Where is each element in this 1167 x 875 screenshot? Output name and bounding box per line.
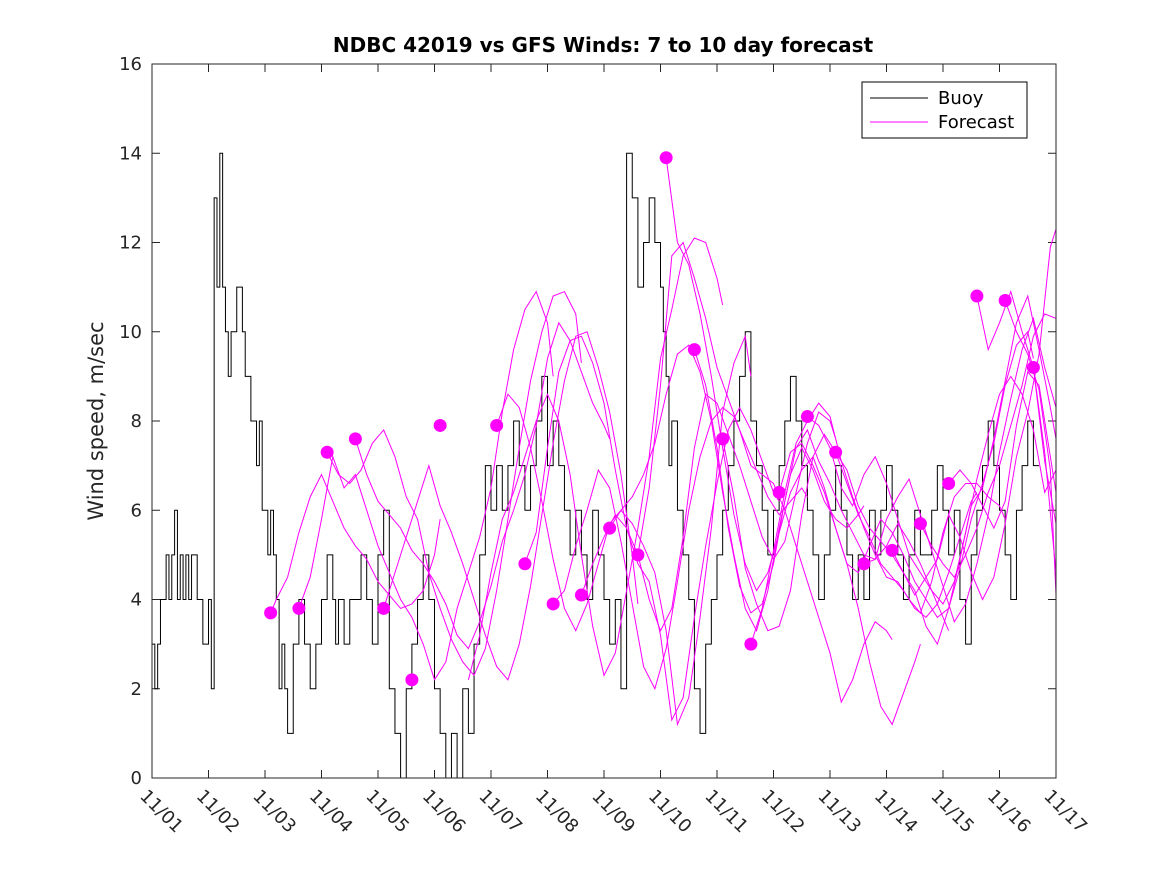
forecast-series-line xyxy=(298,290,554,682)
y-tick-label: 14 xyxy=(119,143,142,164)
forecast-series-line xyxy=(863,316,1056,623)
forecast-series-line xyxy=(467,237,724,680)
forecast-start-marker xyxy=(433,418,447,432)
forecast-start-marker xyxy=(546,597,560,611)
y-tick-label: 10 xyxy=(119,322,142,343)
forecast-series-line xyxy=(609,344,865,633)
forecast-series-line xyxy=(326,290,582,677)
forecast-start-marker xyxy=(348,432,362,446)
forecast-series-line xyxy=(835,294,1056,646)
forecast-start-marker xyxy=(292,601,306,615)
forecast-start-marker xyxy=(264,606,278,620)
forecast-series-line xyxy=(524,335,780,722)
y-tick-label: 8 xyxy=(131,411,142,432)
series-group xyxy=(152,151,1056,778)
forecast-series-line xyxy=(919,313,1056,579)
forecast-start-marker xyxy=(942,476,956,490)
y-tick-label: 2 xyxy=(131,679,142,700)
forecast-start-marker xyxy=(716,432,730,446)
plot-background xyxy=(152,64,1056,778)
forecast-series-line xyxy=(1032,367,1056,573)
forecast-series-line xyxy=(693,349,950,631)
y-tick-label: 12 xyxy=(119,233,142,254)
chart-title: NDBC 42019 vs GFS Winds: 7 to 10 day for… xyxy=(333,33,874,57)
forecast-start-marker xyxy=(829,445,843,459)
forecast-start-marker xyxy=(687,343,701,357)
forecast-start-marker xyxy=(659,151,673,165)
plot-border xyxy=(151,63,1057,779)
forecast-start-marker xyxy=(405,673,419,687)
forecast-start-marker xyxy=(913,517,927,531)
forecast-start-marker xyxy=(772,485,786,499)
forecast-series-line xyxy=(580,393,837,632)
forecast-series-line xyxy=(383,331,639,681)
forecast-start-marker xyxy=(603,521,617,535)
forecast-series-line xyxy=(891,228,1056,601)
forecast-start-marker xyxy=(574,588,588,602)
legend: Buoy Forecast xyxy=(861,81,1028,139)
y-tick-label: 16 xyxy=(119,54,142,75)
forecast-series-line xyxy=(778,330,1034,619)
forecast-start-marker xyxy=(800,410,814,424)
forecast-start-marker xyxy=(744,637,758,651)
forecast-start-marker xyxy=(490,418,504,432)
forecast-start-marker xyxy=(998,294,1012,308)
y-tick-label: 6 xyxy=(131,500,142,521)
forecast-start-marker xyxy=(1026,360,1040,374)
forecast-start-marker xyxy=(631,548,645,562)
buoy-series-line xyxy=(152,152,1040,778)
legend-buoy-label: Buoy xyxy=(938,88,984,109)
forecast-series-line xyxy=(552,406,808,691)
forecast-start-marker xyxy=(320,445,334,459)
forecast-series-line xyxy=(270,473,441,614)
legend-box xyxy=(861,81,1028,139)
forecast-series-line xyxy=(496,334,752,727)
forecast-series-line xyxy=(976,289,1056,524)
forecast-start-marker xyxy=(857,557,871,571)
legend-forecast-label: Forecast xyxy=(938,112,1014,133)
y-tick-label: 4 xyxy=(131,590,142,611)
forecast-series-line xyxy=(665,157,921,726)
forecast-start-marker xyxy=(970,289,984,303)
forecast-start-marker xyxy=(377,601,391,615)
forecast-start-marker xyxy=(518,557,532,571)
forecast-series-line xyxy=(637,241,893,704)
y-axis-label: Wind speed, m/sec xyxy=(84,321,108,520)
forecast-start-marker xyxy=(885,543,899,557)
forecast-series-line xyxy=(948,370,1056,530)
forecast-series-line xyxy=(750,402,1006,645)
y-tick-label: 0 xyxy=(131,768,142,789)
